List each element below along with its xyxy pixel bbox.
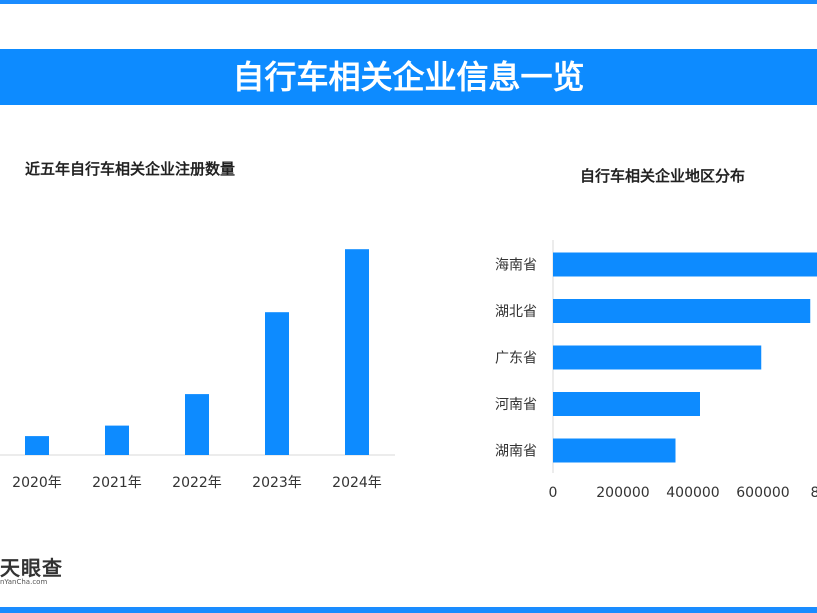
left-bar: [345, 249, 369, 455]
right-y-tick-label: 河南省: [495, 397, 537, 413]
right-x-tick-label: 0: [549, 485, 558, 501]
right-bar: [553, 345, 762, 370]
left-x-tick-label: 2024年: [332, 475, 382, 491]
right-y-tick-label: 湖北省: [495, 304, 537, 320]
left-x-tick-label: 2022年: [172, 475, 222, 491]
right-x-tick-label: 200000: [596, 485, 649, 501]
right-y-tick-label: 湖南省: [495, 444, 537, 460]
left-x-tick-label: 2021年: [92, 475, 142, 491]
page-title: 自行车相关企业信息一览: [0, 49, 817, 105]
right-x-tick-label: 600000: [736, 485, 789, 501]
left-bar: [105, 425, 129, 455]
right-x-tick-label: 8: [811, 485, 817, 501]
right-y-tick-label: 广东省: [495, 351, 537, 367]
top-accent-line: [0, 0, 817, 4]
left-x-tick-label: 2020年: [12, 475, 62, 491]
left-chart-title: 近五年自行车相关企业注册数量: [25, 160, 236, 178]
bottom-accent-line: [0, 607, 817, 613]
left-bar: [265, 312, 289, 455]
tianyancha-logo: 天眼查 nYanCha.com: [0, 552, 63, 586]
right-bar: [553, 252, 817, 277]
right-bar: [553, 299, 811, 323]
right-chart-title: 自行车相关企业地区分布: [580, 167, 746, 185]
right-bar: [553, 438, 676, 463]
logo-text: 天眼查: [0, 556, 63, 580]
left-bar: [185, 394, 209, 455]
right-y-tick-label: 海南省: [495, 258, 537, 274]
left-bar: [25, 436, 49, 455]
logo-subtext: nYanCha.com: [0, 578, 48, 586]
left-x-tick-label: 2023年: [252, 475, 302, 491]
right-bar: [553, 392, 700, 416]
right-x-tick-label: 400000: [666, 485, 719, 501]
